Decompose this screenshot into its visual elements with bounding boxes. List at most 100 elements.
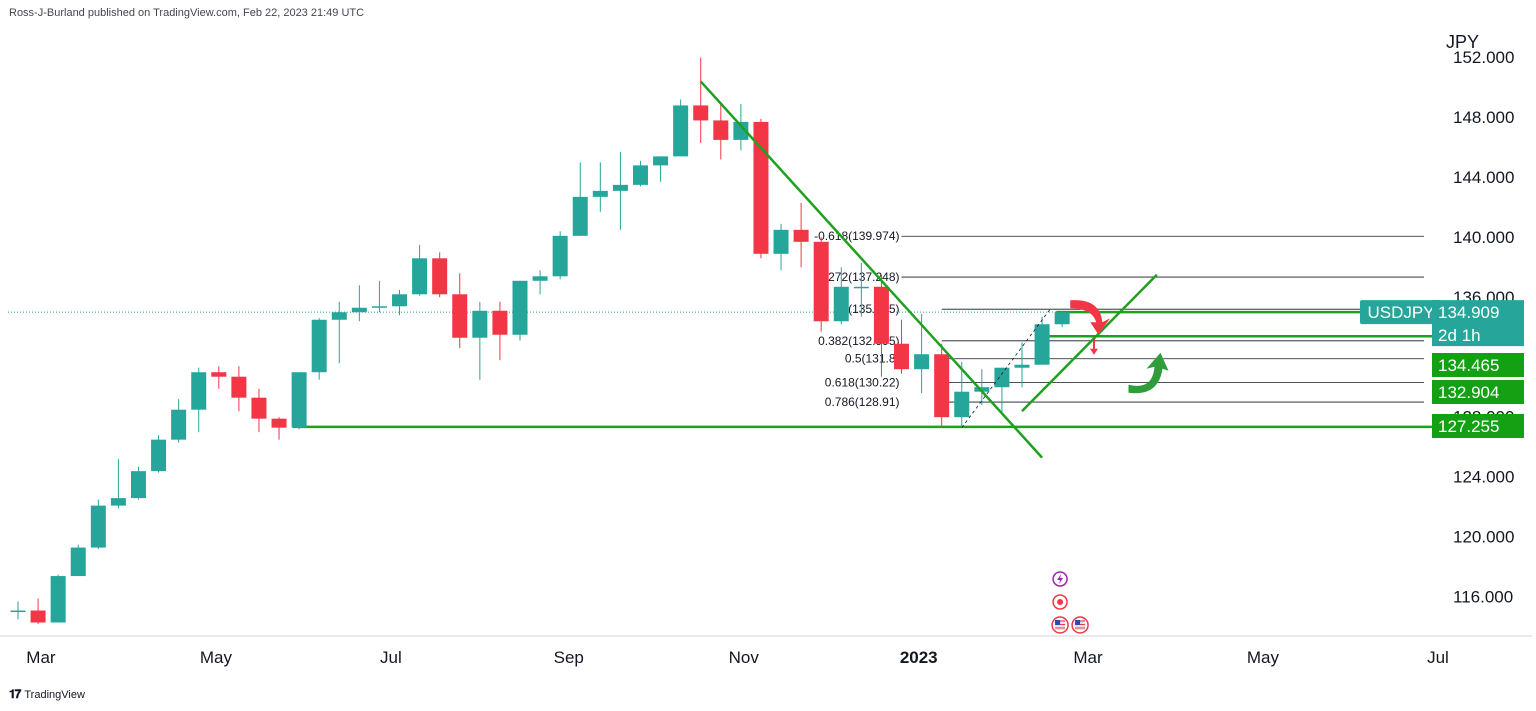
candle <box>50 574 66 623</box>
candle-body <box>231 376 247 398</box>
candle <box>231 366 247 412</box>
candle <box>552 231 568 280</box>
candle-body <box>311 319 327 373</box>
candle-body <box>612 184 628 191</box>
y-tick-label: 120.000 <box>1453 528 1514 547</box>
candle-body <box>994 367 1010 388</box>
symbol-tag-text: USDJPY <box>1367 303 1434 322</box>
candle-body <box>693 105 709 121</box>
trendlines-layer <box>699 80 1158 459</box>
candle <box>412 244 428 296</box>
x-tick-label: Sep <box>554 648 584 667</box>
y-tick-label: 152.000 <box>1453 48 1514 67</box>
footer-brand: 𝟏𝟕 TradingView <box>9 687 85 702</box>
candle-body <box>291 372 307 428</box>
candle <box>70 544 86 577</box>
candle <box>793 202 809 268</box>
x-tick-label: Jul <box>380 648 402 667</box>
candle-body <box>773 229 789 254</box>
candle-body <box>351 307 367 313</box>
fib-level-label: -0.618(139.974) <box>814 229 899 243</box>
candles-layer <box>10 57 1070 625</box>
candle <box>331 301 347 364</box>
candle-body <box>271 418 287 428</box>
candle <box>130 466 146 500</box>
annotations-layer <box>1051 300 1169 634</box>
candle <box>532 270 548 295</box>
candle <box>371 280 387 313</box>
x-tick-label: Nov <box>729 648 760 667</box>
price-tag <box>1432 414 1524 438</box>
candle-body <box>572 196 588 236</box>
candle-body <box>873 286 889 344</box>
price-tag <box>1432 380 1524 404</box>
fib-levels-layer: -0.618(139.974) -0.272(137.248) (135.105) 0… <box>814 229 1424 409</box>
fib-anchor-line <box>961 309 1051 428</box>
ascending-trendline <box>1021 273 1158 413</box>
candle-body <box>1054 312 1070 325</box>
fib-level-label: (135.105) <box>848 302 899 316</box>
candle-body <box>211 372 227 377</box>
candle <box>833 267 849 325</box>
candle <box>351 285 367 322</box>
candle <box>1014 342 1030 388</box>
candle <box>171 399 187 443</box>
candle-body <box>1014 364 1030 368</box>
descending-trendline <box>699 80 1044 459</box>
candle-body <box>512 280 528 335</box>
candle <box>90 499 106 550</box>
candle-body <box>632 165 648 185</box>
candle <box>251 388 267 433</box>
x-tick-label: Mar <box>1073 648 1103 667</box>
candle-body <box>412 258 428 295</box>
candle <box>954 361 970 428</box>
candle <box>632 160 648 187</box>
candle-body <box>70 547 86 577</box>
publish-info: Ross-J-Burland published on TradingView.… <box>9 7 365 19</box>
candle-body <box>392 294 408 307</box>
candle <box>151 435 167 473</box>
candle-body <box>833 286 849 322</box>
candle-body <box>130 471 146 499</box>
candle-body <box>592 190 608 197</box>
price-tag-text: 127.255 <box>1438 417 1499 436</box>
y-tick-label: 144.000 <box>1453 168 1514 187</box>
candle-body <box>552 235 568 277</box>
y-tick-label: 124.000 <box>1453 468 1514 487</box>
candle-body <box>954 391 970 418</box>
candle <box>492 301 508 361</box>
candle-body <box>793 229 809 242</box>
candle-body <box>653 156 669 166</box>
x-tick-label: Mar <box>26 648 56 667</box>
candle <box>673 99 689 157</box>
candle <box>1054 310 1070 328</box>
y-tick-label: 116.000 <box>1453 588 1513 607</box>
candle-body <box>10 610 26 613</box>
x-tick-label: May <box>200 648 233 667</box>
candle <box>934 343 950 428</box>
candle <box>914 313 930 394</box>
candle <box>1034 316 1050 365</box>
candle-body <box>191 372 207 410</box>
bullish-curved-arrow <box>1128 352 1169 394</box>
candle-body <box>894 343 910 370</box>
candle-body <box>151 439 167 472</box>
candle-body <box>251 397 267 419</box>
symbol-tag <box>1360 300 1442 325</box>
candle <box>773 223 789 271</box>
candle <box>472 301 488 380</box>
candle <box>311 318 327 380</box>
candle <box>994 367 1010 415</box>
candle-body <box>30 610 46 623</box>
candle <box>693 57 709 143</box>
candle <box>853 262 869 317</box>
x-tick-label: Jul <box>1427 648 1449 667</box>
fib-level-label: 0.5(131.8) <box>845 352 900 366</box>
x-tick-label: May <box>1247 648 1280 667</box>
us-flag-icon-canton <box>1075 620 1081 625</box>
candle <box>271 417 287 440</box>
candle <box>211 366 227 389</box>
candle-body <box>934 354 950 418</box>
candle <box>191 367 207 433</box>
